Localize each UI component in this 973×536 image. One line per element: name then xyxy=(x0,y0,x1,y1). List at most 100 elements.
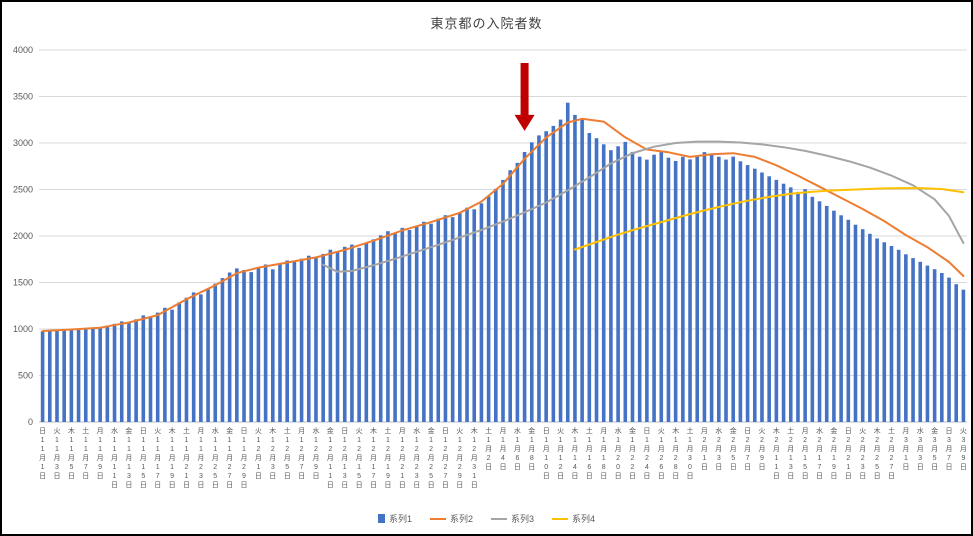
bar xyxy=(450,217,455,422)
bar xyxy=(558,119,563,422)
series2-line-marker-icon xyxy=(429,517,446,520)
series1-bar-marker-icon xyxy=(377,514,385,523)
bar xyxy=(817,201,822,422)
bar xyxy=(119,321,124,422)
bar xyxy=(695,155,700,422)
bar xyxy=(702,152,707,422)
y-tick-label: 0 xyxy=(28,417,33,427)
y-tick-label: 3500 xyxy=(13,92,33,102)
bar xyxy=(875,238,879,422)
bar xyxy=(961,289,966,422)
bar xyxy=(911,258,915,422)
legend-item-series2: 系列2 xyxy=(429,512,473,525)
bar xyxy=(465,207,469,422)
bar xyxy=(896,249,901,422)
bar xyxy=(889,246,894,422)
bar xyxy=(717,156,721,422)
bar xyxy=(235,268,239,422)
legend-item-series1: 系列1 xyxy=(377,512,412,525)
bar xyxy=(220,278,225,422)
bar xyxy=(846,219,851,422)
bar xyxy=(573,114,577,423)
bar xyxy=(788,187,793,422)
bar xyxy=(83,327,88,422)
bar xyxy=(364,243,369,422)
bar xyxy=(839,215,843,422)
chart-legend: 系列1 系列2 系列3 系列4 xyxy=(2,512,971,525)
y-tick-label: 2000 xyxy=(13,231,33,241)
bar xyxy=(544,131,548,422)
y-tick-label: 3000 xyxy=(13,138,33,148)
bar xyxy=(940,273,944,422)
bar xyxy=(479,203,484,422)
bar xyxy=(400,227,405,422)
bar xyxy=(580,119,584,423)
bar xyxy=(947,277,951,422)
bar xyxy=(494,188,498,422)
bar xyxy=(314,257,318,422)
legend-label-series1: 系列1 xyxy=(388,514,412,524)
bar xyxy=(767,176,771,422)
bar xyxy=(673,161,678,422)
bar xyxy=(918,261,923,422)
bar xyxy=(868,233,872,422)
bar xyxy=(213,283,218,422)
x-axis-labels: 日 1 1 月 1 日火 1 1 月 3 日木 1 1 月 5 日土 1 1 月 7 日月 1 1 月 9 日水 1 1 月 1 1 日金 1 1… xyxy=(39,426,967,489)
bar xyxy=(659,151,664,422)
bar xyxy=(925,265,930,422)
bar xyxy=(774,179,779,422)
chart-title: 東京都の入院者数 xyxy=(430,16,543,31)
bar xyxy=(271,269,275,422)
bar xyxy=(616,146,620,423)
bar xyxy=(860,229,865,422)
bar xyxy=(299,258,304,422)
bar xyxy=(853,224,858,422)
series2-line xyxy=(41,117,965,332)
bar xyxy=(335,251,340,422)
bar xyxy=(76,329,81,422)
bar xyxy=(458,212,462,422)
bar xyxy=(824,205,829,422)
bar xyxy=(666,157,671,422)
bar xyxy=(98,327,102,422)
bar xyxy=(443,215,448,422)
y-tick-label: 2500 xyxy=(13,185,33,195)
bar xyxy=(40,331,45,422)
series4-line xyxy=(573,187,965,251)
bar xyxy=(350,244,354,422)
